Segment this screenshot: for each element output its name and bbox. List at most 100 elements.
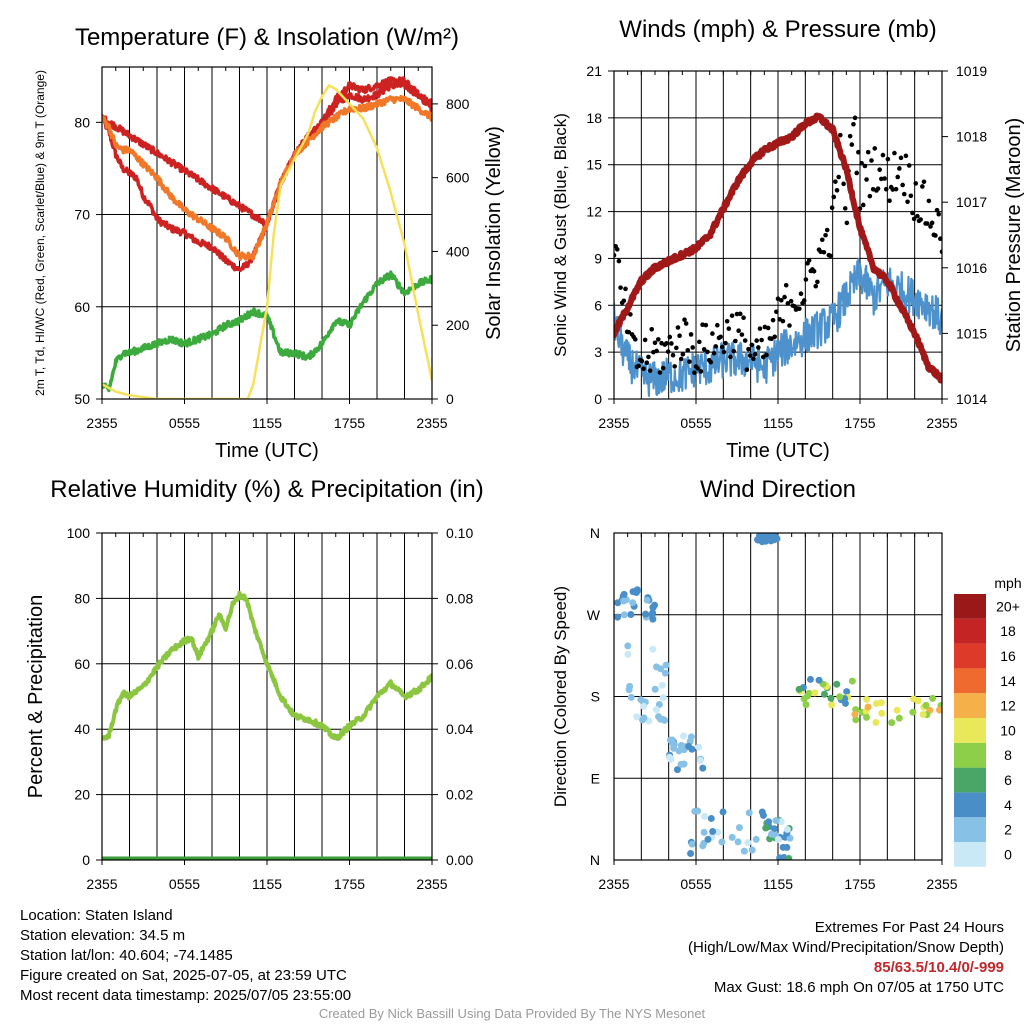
x-tick-label: 2355 [416,876,447,892]
y-right-tick-label: 1019 [956,63,987,79]
colorbar-swatch [954,792,986,818]
extremes-title: Extremes For Past 24 Hours [814,919,1004,936]
direction-point [719,808,727,816]
direction-point [909,708,917,716]
direction-point [640,702,648,710]
direction-point [770,825,778,833]
direction-point [922,701,930,709]
gust-point [747,353,753,358]
winds-ylabel: Sonic Wind & Gust (Blue, Black) [551,113,570,357]
extremes-panel: Extremes For Past 24 Hours (High/Low/Max… [688,918,1004,998]
direction-point [699,764,707,772]
gust-point [910,210,915,216]
winds-chart: Winds (mph) & Pressure (mb) 0 3 6 9 12 15 18 21 1… [551,16,1024,462]
gust-point [783,282,789,288]
humidity-ylabel: Percent & Precipitation [25,595,47,798]
gust-point [751,356,756,362]
gust-point [787,323,792,328]
x-tick-label: 1755 [334,415,365,431]
gust-point [903,153,909,159]
direction-point [806,675,814,683]
gust-point [688,332,694,337]
gust-point [677,333,682,338]
direction-point [888,719,896,727]
gust-point [692,370,697,375]
direction-point [695,743,703,751]
y-tick-label: 6 [594,297,602,313]
gust-point [865,149,871,155]
gust-point [811,268,817,274]
winds-ylabel-right: Station Pressure (Maroon) [1003,118,1024,353]
gust-point [749,342,755,348]
gust-point [642,337,648,343]
gust-point [628,312,633,317]
gust-point [824,227,830,233]
direction-point [651,685,659,693]
direction-point [811,689,819,697]
colorbar-swatch [954,842,986,867]
gust-point [867,193,873,199]
colorbar-label: 18 [1000,623,1016,639]
winds-data [614,112,942,397]
colorbar-swatch [954,742,986,768]
direction-point [872,719,880,727]
gust-point [898,155,904,161]
gust-point [829,205,835,210]
direction-point [748,846,756,854]
direction-point [842,699,850,707]
extremes-values: 85/63.5/10.4/0/-999 [873,959,1004,976]
gust-point [618,285,623,290]
direction-point [614,613,622,621]
gust-point [770,317,776,323]
gust-point [908,193,914,199]
x-tick-label: 1155 [763,876,793,892]
direction-point [633,587,641,595]
direction-point [740,847,748,855]
direction-point [878,709,886,717]
gust-point [780,318,786,324]
x-tick-label: 2355 [416,415,447,431]
x-tick-label: 0555 [169,876,200,892]
direction-point [783,825,791,833]
y-tick-label: 40 [74,721,90,737]
direction-point [658,681,666,689]
direction-point [752,835,760,843]
temperature-chart: Temperature (F) & Insolation (W/m²) 50 60 7… [33,24,505,462]
y-tick-label: 60 [74,299,90,315]
y-tick-label: 9 [594,250,602,266]
winds-frame [613,70,943,400]
direction-point [661,669,669,677]
direction-point [688,840,696,848]
direction-point [680,732,688,740]
direction-point [652,706,660,714]
gust-point [877,167,882,172]
direction-point [657,665,665,673]
direction-frame [613,532,943,861]
x-tick-label: 1155 [763,415,793,431]
gust-point [862,163,868,169]
gust-point [744,367,750,372]
credit-line: Created By Nick Bassill Using Data Provi… [318,1006,706,1021]
gust-point [864,177,869,182]
gust-point [831,194,837,200]
gust-point [715,322,720,328]
gust-point [737,311,743,317]
temperature-title: Temperature (F) & Insolation (W/m²) [75,24,459,51]
direction-point [614,599,622,607]
direction-point [756,534,764,542]
humidity-chart: Relative Humidity (%) & Precipitation (i… [25,476,484,892]
series-line-solar-insolation [102,84,432,399]
gust-point [695,366,700,371]
series-line-sonic-wind [614,257,942,397]
gust-point [765,325,771,331]
gust-point [690,345,696,350]
direction-point [786,834,794,842]
direction-point [772,817,780,825]
gust-point [728,354,733,360]
y-tick-label: N [590,525,600,541]
gust-point [856,149,861,155]
gust-point [823,232,828,238]
gust-point [819,237,825,243]
gust-point [938,236,942,242]
gust-point [711,350,717,356]
